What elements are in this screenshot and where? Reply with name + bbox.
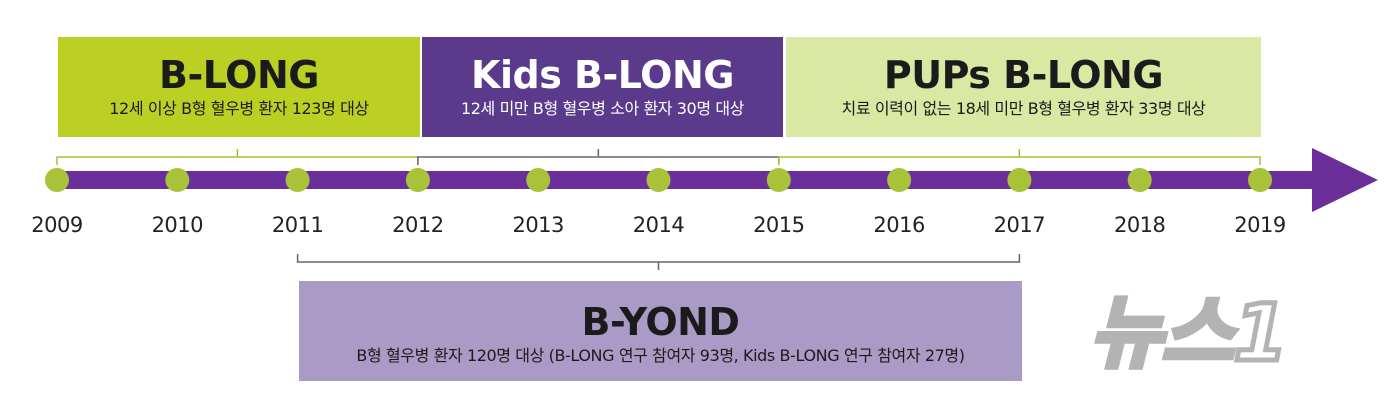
timeline-dot-2019 (1248, 168, 1272, 192)
timeline-arrow-shaft (55, 171, 1320, 189)
timeline-dot-2014 (646, 168, 671, 192)
year-label-2016: 2016 (873, 213, 925, 237)
year-label-2019: 2019 (1234, 213, 1286, 237)
study-box-b-long: B-LONG 12세 이상 B형 혈우병 환자 123명 대상 (58, 37, 420, 137)
bracket-b-yond (296, 254, 1021, 270)
year-label-2018: 2018 (1113, 213, 1166, 237)
timeline-dot-2011 (285, 168, 310, 192)
news1-logo-icon: 뉴스1 (1090, 287, 1290, 382)
study-box-pups-b-long: PUPs B-LONG 치료 이력이 없는 18세 미만 B형 혈우병 환자 3… (786, 37, 1261, 137)
watermark-text: 뉴스1 (1090, 289, 1288, 379)
study-box-kids-b-long: Kids B-LONG 12세 미만 B형 혈우병 소아 환자 30명 대상 (422, 37, 783, 137)
timeline-dot-2015 (766, 168, 791, 192)
study-subtitle-pups-b-long: 치료 이력이 없는 18세 미만 B형 혈우병 환자 33명 대상 (841, 99, 1206, 118)
bracket-pups-b-long (778, 149, 1261, 165)
year-label-2015: 2015 (753, 213, 805, 237)
year-label-2017: 2017 (993, 213, 1046, 237)
study-title-kids-b-long: Kids B-LONG (471, 53, 734, 97)
study-subtitle-kids-b-long: 12세 미만 B형 혈우병 소아 환자 30명 대상 (461, 99, 744, 118)
timeline-dot-2009 (45, 168, 69, 192)
timeline-dot-2018 (1127, 168, 1152, 192)
bracket-kids-b-long (417, 149, 780, 165)
study-title-b-yond: B-YOND (581, 300, 740, 344)
year-label-2013: 2013 (512, 213, 564, 237)
timeline-dot-2010 (165, 168, 190, 192)
timeline-dot-2012 (405, 168, 430, 192)
timeline-dot-2017 (1007, 168, 1032, 192)
year-label-2010: 2010 (151, 213, 204, 237)
year-label-2011: 2011 (271, 213, 324, 237)
study-box-b-yond: B-YOND B형 혈우병 환자 120명 대상 (B-LONG 연구 참여자 … (299, 281, 1022, 381)
timeline-arrow-head (1312, 148, 1378, 212)
study-subtitle-b-yond: B형 혈우병 환자 120명 대상 (B-LONG 연구 참여자 93명, Ki… (356, 346, 965, 365)
timeline-dot-2016 (887, 168, 912, 192)
study-title-b-long: B-LONG (159, 53, 319, 97)
study-subtitle-b-long: 12세 이상 B형 혈우병 환자 123명 대상 (109, 99, 369, 118)
year-label-2009: 2009 (31, 213, 83, 237)
study-brackets (56, 149, 1261, 270)
year-label-2012: 2012 (392, 213, 444, 237)
timeline-dot-2013 (526, 168, 551, 192)
timeline-dots (45, 168, 1272, 192)
bracket-b-long (56, 149, 419, 165)
year-label-2014: 2014 (632, 213, 685, 237)
study-title-pups-b-long: PUPs B-LONG (883, 53, 1164, 97)
